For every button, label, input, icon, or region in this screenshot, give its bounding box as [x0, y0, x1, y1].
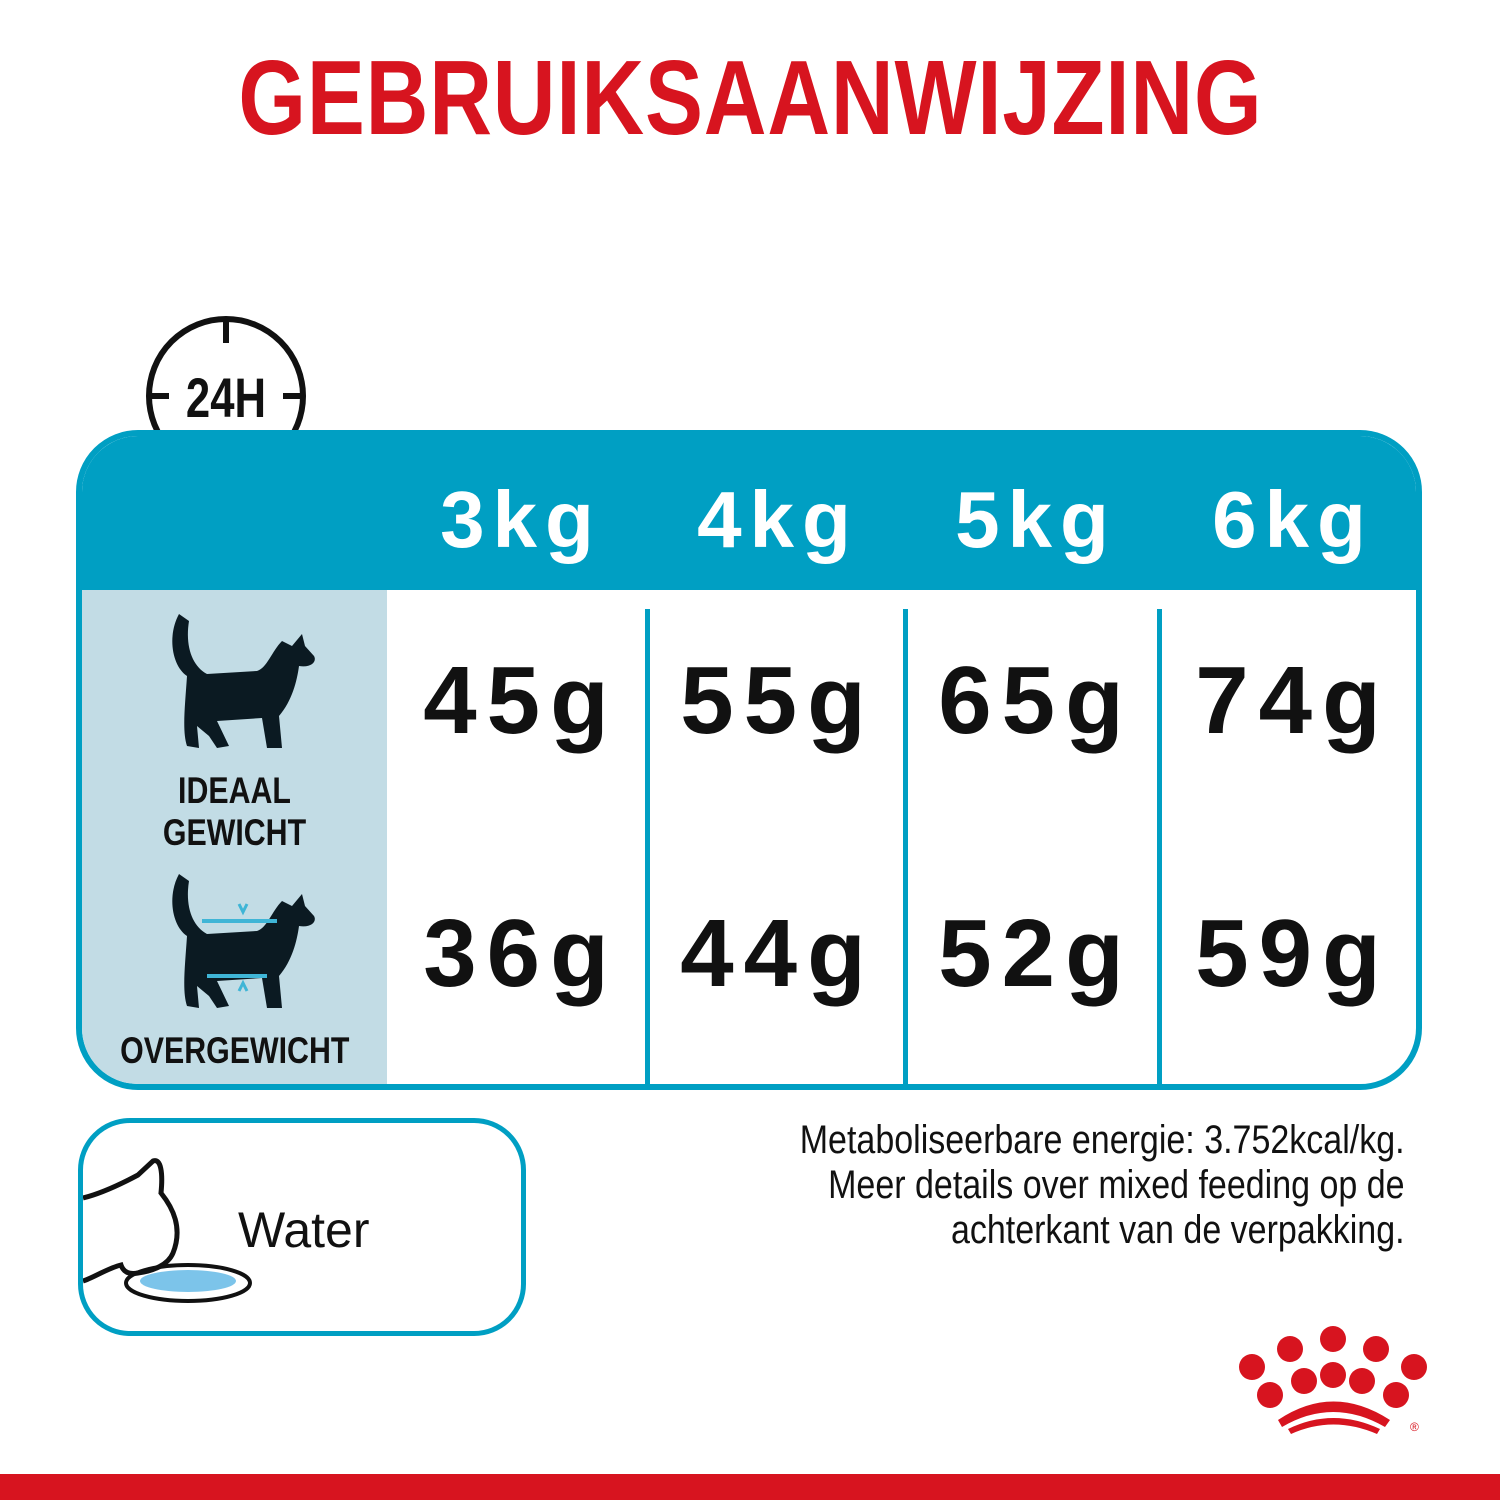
row-labels: IDEAAL GEWICHT OVERGEWICHT: [82, 590, 387, 1084]
column-header: 5kg: [955, 475, 1117, 564]
value-cell: 55g: [680, 647, 876, 754]
note-line: achterkant van de verpakking.: [951, 1208, 1405, 1252]
page-title: GEBRUIKSAANWIJZING: [237, 39, 1263, 157]
water-label: Water: [238, 1202, 370, 1258]
value-cell: 36g: [423, 900, 619, 1007]
svg-text:®: ®: [1410, 1420, 1419, 1434]
column-divider: [645, 609, 650, 1084]
value-cell: 74g: [1195, 647, 1391, 754]
value-cell: 44g: [680, 900, 876, 1007]
cat-icon: [172, 614, 315, 748]
footer-bar: [0, 1474, 1500, 1500]
table-header: 3kg 4kg 5kg 6kg: [82, 436, 1416, 590]
column-divider: [903, 609, 908, 1084]
water-box: Water: [78, 1118, 526, 1336]
overweight-cat-icon: [172, 874, 315, 1008]
value-cell: 45g: [423, 647, 619, 754]
note-line: Metaboliseerbare energie: 3.752kcal/kg.: [800, 1118, 1405, 1162]
value-cell: 65g: [938, 647, 1134, 754]
value-cell: 59g: [1195, 900, 1391, 1007]
royal-canin-crown-logo: ®: [1239, 1326, 1427, 1434]
cat-drinking-water-icon: [83, 1158, 252, 1303]
column-header: 3kg: [440, 475, 602, 564]
row-label-overweight: OVERGEWICHT: [119, 1030, 350, 1071]
clock-label: 24H: [186, 367, 266, 429]
row-label-ideal: IDEAAL GEWICHT: [162, 770, 307, 853]
column-header: 6kg: [1212, 475, 1374, 564]
column-header: 4kg: [697, 475, 859, 564]
value-cell: 52g: [938, 900, 1134, 1007]
note-line: Meer details over mixed feeding op de: [828, 1163, 1405, 1207]
energy-notes: Metaboliseerbare energie: 3.752kcal/kg. …: [693, 1118, 1405, 1253]
feeding-table: 3kg 4kg 5kg 6kg IDEAAL GEWICHT OVERGEWIC…: [76, 430, 1422, 1090]
column-divider: [1157, 609, 1162, 1084]
